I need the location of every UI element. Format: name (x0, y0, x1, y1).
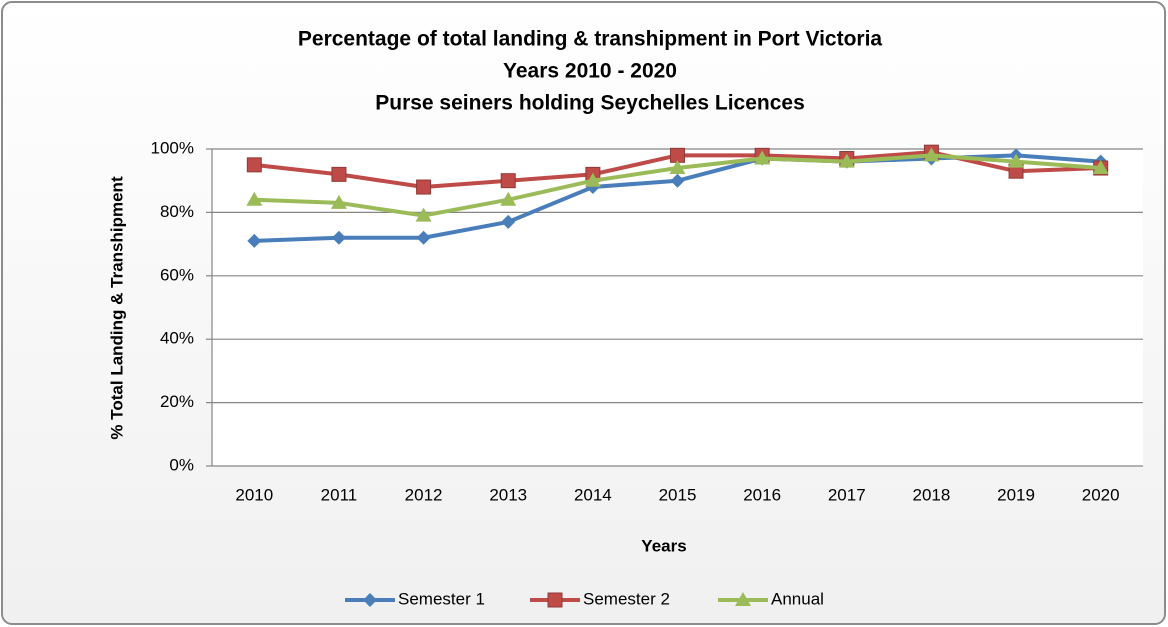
marker (247, 233, 262, 248)
x-tick-label: 2016 (743, 485, 781, 504)
x-axis-title: Years (641, 536, 686, 555)
marker (415, 207, 432, 222)
marker (501, 214, 516, 229)
x-tick-label: 2013 (489, 485, 527, 504)
chart-subtitle: Years 2010 - 2020 (503, 60, 677, 83)
marker (669, 160, 686, 175)
marker (670, 173, 685, 188)
legend-label: Annual (771, 589, 824, 608)
marker (330, 194, 347, 209)
marker (923, 147, 940, 162)
y-tick-label: 20% (160, 392, 194, 411)
y-tick-label: 40% (160, 329, 194, 348)
marker (331, 230, 346, 245)
legend-label: Semester 2 (583, 589, 670, 608)
y-axis-title: % Total Landing & Transhipment (107, 176, 126, 440)
marker (416, 230, 431, 245)
marker (331, 166, 347, 182)
marker (500, 173, 516, 189)
marker (584, 172, 601, 187)
marker (547, 592, 563, 608)
marker (363, 593, 377, 607)
marker (754, 150, 771, 165)
x-tick-label: 2011 (321, 485, 358, 504)
x-tick-label: 2017 (828, 485, 866, 504)
marker (500, 191, 517, 206)
marker (246, 157, 262, 173)
plot-area (212, 149, 1143, 466)
marker (735, 592, 751, 606)
x-tick-label: 2015 (659, 485, 697, 504)
marker (1092, 160, 1109, 175)
x-tick-label: 2012 (405, 485, 443, 504)
marker (416, 179, 432, 195)
x-tick-label: 2014 (574, 485, 612, 504)
y-tick-label: 100% (151, 138, 194, 157)
y-tick-label: 80% (160, 202, 194, 221)
x-tick-label: 2018 (912, 485, 950, 504)
x-tick-label: 2019 (997, 485, 1035, 504)
marker (1008, 153, 1025, 168)
legend-label: Semester 1 (398, 589, 485, 608)
x-tick-label: 2010 (235, 485, 273, 504)
marker (246, 191, 263, 206)
marker (838, 153, 855, 168)
y-tick-label: 0% (169, 455, 194, 474)
chart-title: Percentage of total landing & transhipme… (298, 28, 883, 51)
x-tick-label: 2020 (1082, 485, 1120, 504)
chart-subtitle: Purse seiners holding Seychelles Licence… (375, 92, 805, 115)
y-tick-label: 60% (160, 265, 194, 284)
